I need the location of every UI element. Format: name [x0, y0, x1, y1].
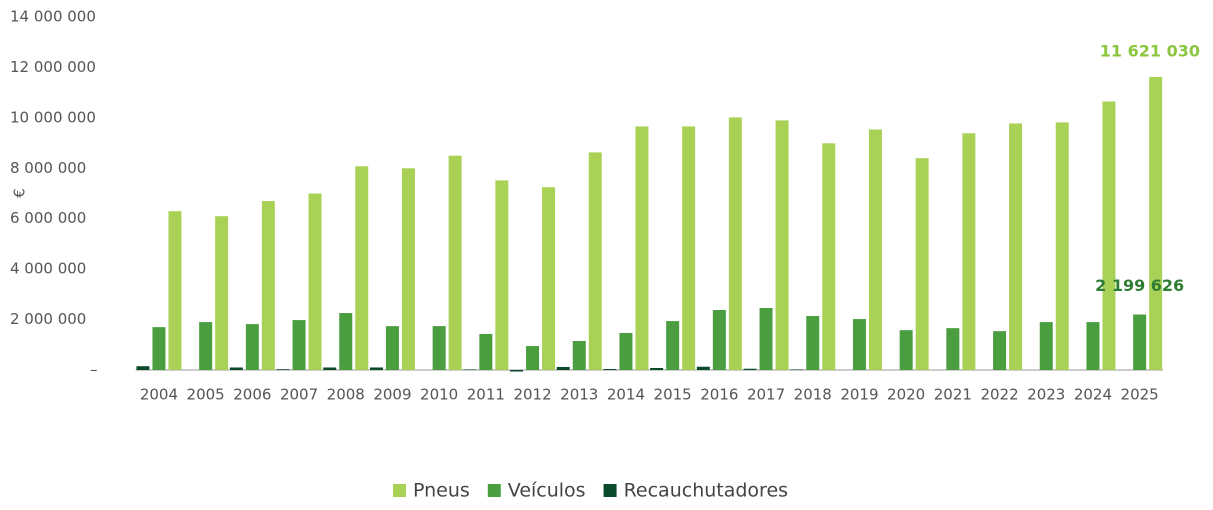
bar: [1009, 123, 1022, 370]
x-tick-label: 2023: [1027, 386, 1065, 404]
bar: [230, 367, 243, 370]
y-axis-label: €: [11, 188, 29, 198]
bar: [993, 331, 1006, 370]
x-tick-label: 2006: [233, 386, 271, 404]
bar: [806, 316, 819, 370]
y-tick-label: 14 000 000: [10, 8, 96, 26]
y-tick-label: 6 000 000: [10, 209, 86, 227]
x-tick-label: 2004: [140, 386, 178, 404]
x-tick-label: 2005: [187, 386, 225, 404]
x-tick-label: 2015: [654, 386, 692, 404]
bar: [573, 341, 586, 370]
y-tick-label: 8 000 000: [10, 159, 86, 177]
bar: [495, 180, 508, 370]
bar: [152, 327, 165, 370]
x-tick-label: 2017: [747, 386, 785, 404]
bar: [962, 133, 975, 370]
y-tick-label: 2 000 000: [10, 310, 86, 328]
legend-swatch: [393, 484, 406, 497]
bar: [199, 322, 212, 370]
x-tick-label: 2025: [1121, 386, 1159, 404]
bar: [1149, 77, 1162, 370]
y-tick-label: –: [90, 361, 98, 379]
bar: [869, 129, 882, 370]
y-tick-label: 10 000 000: [10, 108, 96, 126]
x-tick-label: 2014: [607, 386, 645, 404]
bar: [603, 369, 616, 370]
bar: [557, 367, 570, 370]
bar: [1056, 122, 1069, 370]
bar: [776, 120, 789, 370]
data-label: 2 199 626: [1095, 276, 1184, 295]
bar: [946, 328, 959, 370]
bar: [402, 168, 415, 370]
bar: [853, 319, 866, 370]
legend-swatch: [604, 484, 617, 497]
y-tick-label: 4 000 000: [10, 260, 86, 278]
x-tick-label: 2018: [794, 386, 832, 404]
bar: [822, 143, 835, 370]
bar: [713, 310, 726, 370]
bar: [790, 369, 803, 370]
x-tick-label: 2019: [840, 386, 878, 404]
x-tick-label: 2022: [980, 386, 1018, 404]
legend-label: Recauchutadores: [624, 480, 788, 502]
bar: [760, 308, 773, 370]
data-label: 11 621 030: [1100, 41, 1200, 60]
bar: [370, 367, 383, 370]
bar: [1086, 322, 1099, 370]
bar: [277, 369, 290, 370]
bar: [136, 366, 149, 370]
bar: [729, 117, 742, 370]
bar: [900, 330, 913, 370]
bar: [589, 152, 602, 370]
legend-label: Pneus: [413, 480, 470, 502]
x-tick-label: 2021: [934, 386, 972, 404]
bar: [1040, 322, 1053, 370]
legend-swatch: [488, 484, 501, 497]
bar: [215, 216, 228, 370]
bar: [339, 313, 352, 370]
bar: [510, 370, 523, 372]
bar: [666, 321, 679, 370]
y-tick-label: 12 000 000: [10, 58, 96, 76]
bar: [323, 367, 336, 370]
bar: [1102, 101, 1115, 370]
bar: [168, 211, 181, 370]
bar: [916, 158, 929, 370]
bar: [526, 346, 539, 370]
legend-label: Veículos: [508, 480, 586, 502]
x-tick-label: 2011: [467, 386, 505, 404]
x-tick-label: 2013: [560, 386, 598, 404]
bar: [433, 326, 446, 370]
x-tick-label: 2020: [887, 386, 925, 404]
bar: [309, 194, 322, 371]
bar: [619, 333, 632, 370]
bar: [542, 187, 555, 370]
bar: [262, 201, 275, 370]
x-tick-label: 2009: [373, 386, 411, 404]
bar: [386, 326, 399, 370]
x-tick-label: 2007: [280, 386, 318, 404]
bar: [650, 368, 663, 370]
bar: [449, 156, 462, 370]
bar: [479, 334, 492, 370]
bar: [293, 320, 306, 370]
bar: [463, 369, 476, 370]
x-tick-label: 2012: [513, 386, 551, 404]
x-tick-label: 2024: [1074, 386, 1112, 404]
x-tick-label: 2010: [420, 386, 458, 404]
x-tick-label: 2008: [327, 386, 365, 404]
bar: [635, 126, 648, 370]
bar: [246, 324, 259, 370]
x-tick-label: 2016: [700, 386, 738, 404]
bar: [697, 367, 710, 370]
bar: [744, 369, 757, 370]
bar: [682, 126, 695, 370]
bar: [1133, 315, 1146, 370]
bar: [355, 166, 368, 370]
